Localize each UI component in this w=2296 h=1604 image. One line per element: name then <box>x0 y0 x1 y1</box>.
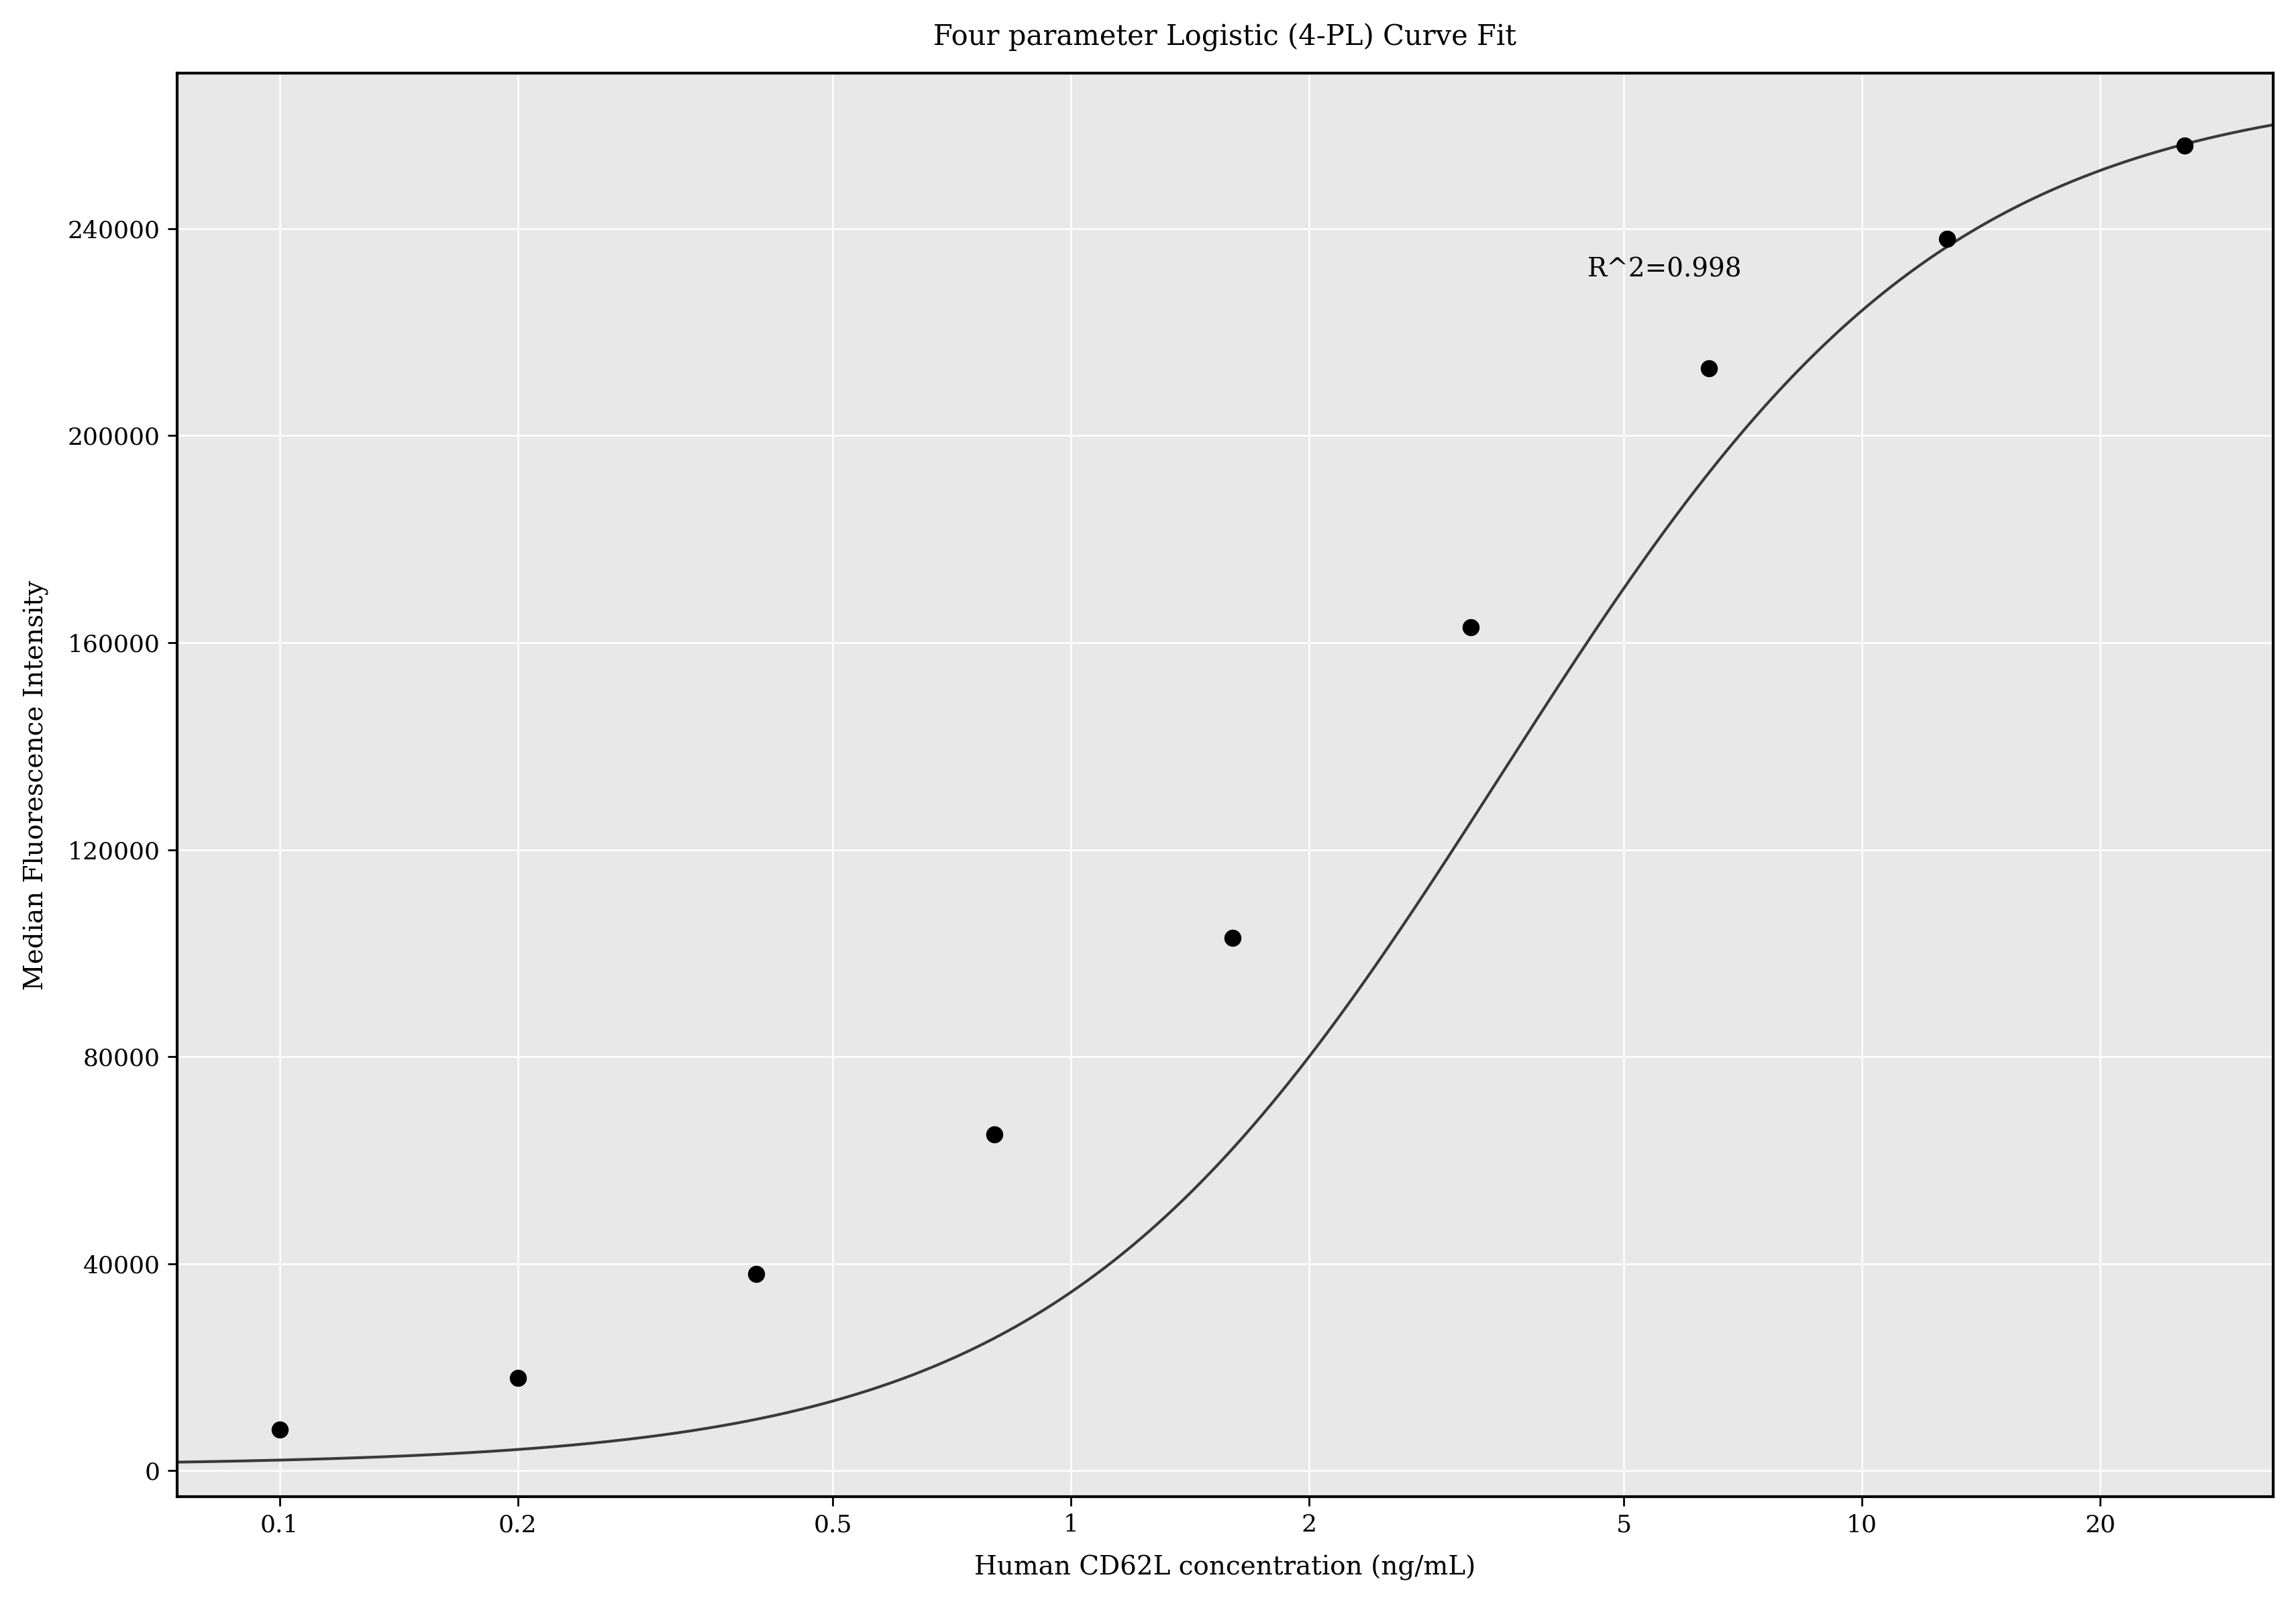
Point <box>1215 926 1251 951</box>
X-axis label: Human CD62L concentration (ng/mL): Human CD62L concentration (ng/mL) <box>974 1554 1476 1580</box>
Point <box>1929 226 1965 252</box>
Title: Four parameter Logistic (4-PL) Curve Fit: Four parameter Logistic (4-PL) Curve Fit <box>932 24 1515 51</box>
Point <box>2165 133 2202 159</box>
Text: R^2=0.998: R^2=0.998 <box>1587 258 1743 282</box>
Point <box>262 1416 298 1442</box>
Point <box>976 1121 1013 1147</box>
Point <box>498 1365 535 1391</box>
Point <box>1451 614 1488 640</box>
Point <box>737 1261 774 1286</box>
Point <box>1690 356 1727 382</box>
Y-axis label: Median Fluorescence Intensity: Median Fluorescence Intensity <box>23 581 48 990</box>
